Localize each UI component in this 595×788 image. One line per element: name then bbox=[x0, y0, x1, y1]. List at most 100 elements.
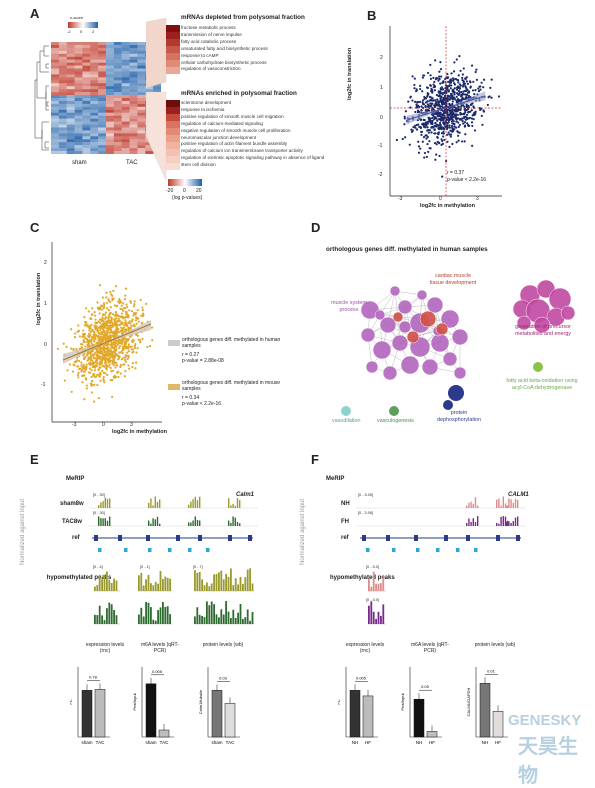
scatter-point bbox=[102, 302, 106, 305]
scatter-point bbox=[82, 363, 85, 366]
scatter-point bbox=[110, 317, 114, 320]
legend-human-label: orthologous genes diff. methylated in hu… bbox=[182, 337, 281, 349]
scatter-point bbox=[401, 137, 404, 141]
bar bbox=[158, 729, 170, 738]
scatter-point bbox=[427, 116, 430, 119]
heatmap-cell bbox=[137, 47, 146, 52]
bar-group-label: sham bbox=[145, 740, 156, 745]
heatmap-cell bbox=[66, 53, 75, 57]
heatmap-cell bbox=[82, 121, 91, 125]
scatter-point bbox=[136, 308, 139, 312]
peak-signal-bar bbox=[208, 605, 211, 624]
enriched-term: regulation of calcium-mediated signaling bbox=[181, 120, 263, 126]
scatter-point bbox=[116, 330, 119, 333]
heatmap-cell bbox=[113, 148, 122, 152]
scatter-point bbox=[408, 143, 411, 146]
scatter-point bbox=[470, 121, 474, 124]
cluster-label-fatty-acid: fatty acid beta-oxidation using acyl-CoA… bbox=[506, 378, 578, 391]
scatter-point bbox=[101, 328, 105, 331]
scatter-point bbox=[137, 317, 140, 320]
enriched-term-bars bbox=[166, 100, 180, 170]
regression-line bbox=[62, 323, 152, 361]
heatmap-cell bbox=[137, 100, 146, 105]
scatter-point bbox=[118, 344, 122, 348]
heatmap-cell bbox=[121, 145, 130, 149]
heatmap-cell bbox=[106, 98, 115, 102]
scatter-point bbox=[438, 77, 441, 81]
scatter-point bbox=[446, 133, 449, 136]
scatter-point bbox=[93, 356, 96, 359]
heatmap-cell bbox=[98, 65, 107, 69]
heatmap-cell bbox=[82, 95, 91, 99]
heatmap-cell bbox=[74, 151, 83, 154]
zscore-tick-2: 0 bbox=[80, 29, 83, 34]
depleted-term: unsaturated fatty acid biosynthetic proc… bbox=[181, 45, 268, 51]
scatter-point bbox=[99, 366, 102, 369]
scatter-point bbox=[437, 107, 440, 110]
scatter-point bbox=[436, 98, 439, 101]
heatmap-cell bbox=[90, 106, 99, 110]
scatter-point bbox=[457, 92, 461, 96]
scatter-point bbox=[441, 139, 444, 143]
cluster-label-vasculogenesis: vasculogenesis bbox=[377, 418, 414, 424]
scatter-point bbox=[413, 124, 417, 127]
heatmap-cell bbox=[121, 130, 130, 134]
heatmap-cell bbox=[121, 100, 130, 105]
scatter-point bbox=[454, 98, 457, 101]
peak-signal-bar bbox=[150, 583, 152, 591]
network-node bbox=[416, 289, 428, 301]
scatter-point bbox=[464, 89, 468, 93]
bar-ylabel: FC bbox=[338, 699, 341, 704]
legend-human-r: r = 0.27 bbox=[182, 352, 200, 358]
heatmap-cell bbox=[66, 98, 75, 102]
scatter-point bbox=[435, 143, 438, 146]
heatmap-cell bbox=[106, 42, 115, 46]
scatter-point bbox=[111, 331, 115, 335]
track-signal-bar bbox=[102, 518, 104, 526]
scatter-point bbox=[117, 300, 120, 303]
scatter-point bbox=[87, 325, 90, 328]
scatter-point bbox=[121, 316, 124, 319]
scatter-point bbox=[451, 110, 454, 113]
track-signal-bar bbox=[234, 505, 236, 508]
scatter-point bbox=[108, 360, 111, 364]
track-signal-bar bbox=[236, 521, 239, 526]
network-node-vasodilation bbox=[341, 406, 351, 416]
heatmap-cell bbox=[74, 77, 83, 81]
heatmap-cell bbox=[137, 151, 146, 154]
scatter-point bbox=[126, 358, 129, 361]
scatter-point bbox=[100, 308, 103, 311]
heatmap-cell bbox=[121, 142, 130, 146]
heatmap-cell bbox=[51, 65, 60, 69]
scatter-point bbox=[470, 64, 474, 67]
scatter-point bbox=[91, 307, 94, 310]
scatter-point bbox=[428, 140, 431, 143]
scatter-point bbox=[108, 363, 111, 366]
heatmap-cell bbox=[82, 53, 91, 57]
scatter-point bbox=[108, 325, 111, 328]
heatmap-cell bbox=[66, 95, 75, 99]
scatter-point bbox=[141, 309, 145, 312]
scatter-point bbox=[445, 118, 448, 122]
scatter-point bbox=[87, 334, 90, 337]
heatmap-cell bbox=[113, 118, 122, 122]
heatmap-cell bbox=[66, 142, 75, 146]
heatmap-cell bbox=[106, 133, 115, 137]
track-signal-bar bbox=[504, 503, 507, 508]
scatter-point bbox=[97, 397, 100, 400]
scatter-point bbox=[487, 96, 490, 99]
scatter-point bbox=[446, 86, 449, 89]
scatter-point bbox=[124, 287, 128, 290]
heatmap-cell bbox=[137, 44, 146, 49]
track-signal-bar bbox=[510, 499, 512, 508]
heatmap-cell bbox=[66, 65, 75, 69]
track-signal-bar bbox=[477, 516, 479, 526]
heatmap-cell bbox=[74, 127, 83, 131]
scatter-point bbox=[150, 326, 154, 329]
heatmap-cell bbox=[121, 65, 130, 69]
peak-signal-bar bbox=[220, 570, 223, 591]
scatter-point bbox=[134, 319, 137, 322]
watermark-cn: 天昊生物 bbox=[518, 736, 578, 787]
track-signal-bar bbox=[194, 496, 196, 508]
track-signal-bar bbox=[468, 518, 470, 526]
